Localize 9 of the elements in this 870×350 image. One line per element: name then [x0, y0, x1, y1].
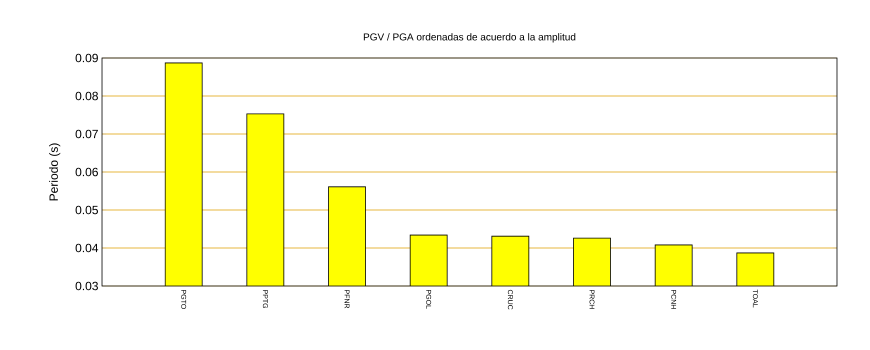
y-tick-label: 0.06 — [76, 168, 98, 176]
y-tick-label: 0.08 — [76, 92, 98, 100]
y-tick-label: 0.09 — [76, 54, 98, 62]
chart-title: PGV / PGA ordenadas de acuerdo a la amplitud — [364, 33, 576, 42]
y-axis-title: Periodo (s) — [49, 143, 60, 200]
y-tick-label: 0.07 — [76, 130, 98, 138]
y-tick-label: 0.05 — [76, 206, 98, 214]
y-tick-label: 0.03 — [76, 282, 98, 290]
y-tick-label: 0.04 — [76, 244, 98, 252]
